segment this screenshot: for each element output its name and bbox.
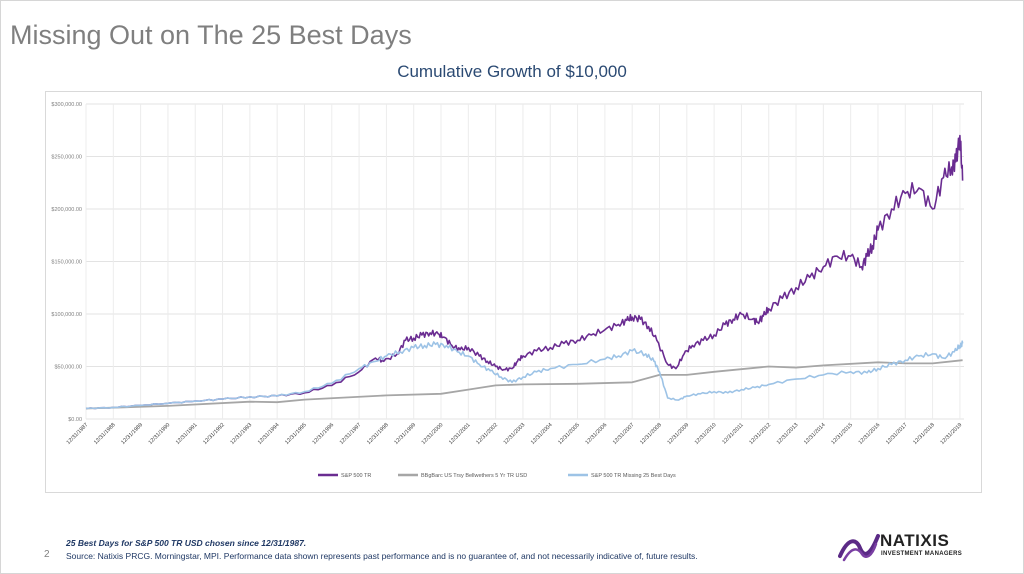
x-tick-label: 12/31/2008: [639, 422, 663, 446]
x-tick-label: 12/31/2001: [448, 422, 472, 446]
x-tick-label: 12/31/2007: [612, 422, 636, 446]
x-tick-label: 12/31/2013: [776, 422, 800, 446]
x-tick-label: 12/31/2006: [585, 422, 609, 446]
x-tick-label: 12/31/2015: [830, 422, 854, 446]
y-tick-label: $150,000.00: [51, 260, 82, 266]
x-tick-label: 12/31/1997: [339, 422, 363, 446]
series-line: [85, 340, 964, 410]
series-line: [85, 134, 964, 410]
x-tick-label: 12/31/1994: [257, 422, 281, 446]
x-tick-label: 12/31/1988: [93, 422, 117, 446]
x-tick-label: 12/31/2000: [421, 422, 445, 446]
y-tick-label: $200,000.00: [51, 207, 82, 213]
legend-label: S&P 500 TR: [341, 473, 371, 479]
y-tick-label: $300,000.00: [51, 102, 82, 108]
y-tick-label: $250,000.00: [51, 155, 82, 161]
legend-label: S&P 500 TR Missing 25 Best Days: [591, 473, 676, 479]
x-tick-label: 12/31/2011: [721, 422, 744, 445]
x-tick-label: 12/31/2014: [803, 422, 827, 446]
x-tick-label: 12/31/2016: [858, 422, 882, 446]
logo-tagline: INVESTMENT MANAGERS: [881, 551, 963, 557]
y-tick-label: $0.00: [68, 417, 82, 423]
x-tick-label: 12/31/1992: [202, 422, 226, 446]
x-tick-label: 12/31/2009: [667, 422, 691, 446]
x-tick-label: 12/31/2003: [503, 422, 527, 446]
x-tick-label: 12/31/1991: [175, 422, 199, 446]
x-tick-label: 12/31/1989: [120, 422, 144, 446]
x-tick-label: 12/31/2018: [912, 422, 936, 446]
footnote: 25 Best Days for S&P 500 TR USD chosen s…: [66, 538, 307, 548]
y-tick-label: $100,000.00: [51, 312, 82, 318]
x-tick-label: 12/31/2010: [694, 422, 718, 446]
legend-label: BBgBarc US Trsy Bellwethers 5 Yr TR USD: [421, 473, 527, 479]
x-tick-label: 12/31/2002: [475, 422, 499, 446]
chart-area: $0.00 $50,000.00 $100,000.00 $150,000.00 $20…: [45, 91, 982, 493]
x-tick-label: 12/31/1993: [230, 422, 254, 446]
line-chart: $0.00 $50,000.00 $100,000.00 $150,000.00 $20…: [51, 102, 964, 479]
x-tick-label: 12/31/2019: [940, 422, 964, 446]
natixis-swoosh-icon: [838, 534, 880, 562]
x-tick-label: 12/31/1996: [311, 422, 335, 446]
x-tick-label: 12/31/2017: [885, 422, 909, 446]
y-tick-label: $50,000.00: [54, 365, 82, 371]
page-number: 2: [44, 549, 50, 560]
x-tick-label: 12/31/2005: [557, 422, 581, 446]
series-line: [85, 359, 963, 410]
x-tick-label: 12/31/1998: [366, 422, 390, 446]
x-tick-label: 12/31/2004: [530, 422, 554, 446]
x-tick-label: 12/31/1987: [66, 422, 90, 446]
x-tick-label: 12/31/1995: [284, 422, 308, 446]
x-tick-label: 12/31/1990: [148, 422, 172, 446]
chart-title: Cumulative Growth of $10,000: [397, 62, 627, 81]
source-note: Source: Natixis PRCG. Morningstar, MPI. …: [66, 551, 698, 561]
x-tick-label: 12/31/2012: [748, 422, 772, 446]
logo-name: NATIXIS: [880, 531, 950, 550]
x-tick-label: 12/31/1999: [393, 422, 417, 446]
slide-title: Missing Out on The 25 Best Days: [10, 20, 412, 50]
